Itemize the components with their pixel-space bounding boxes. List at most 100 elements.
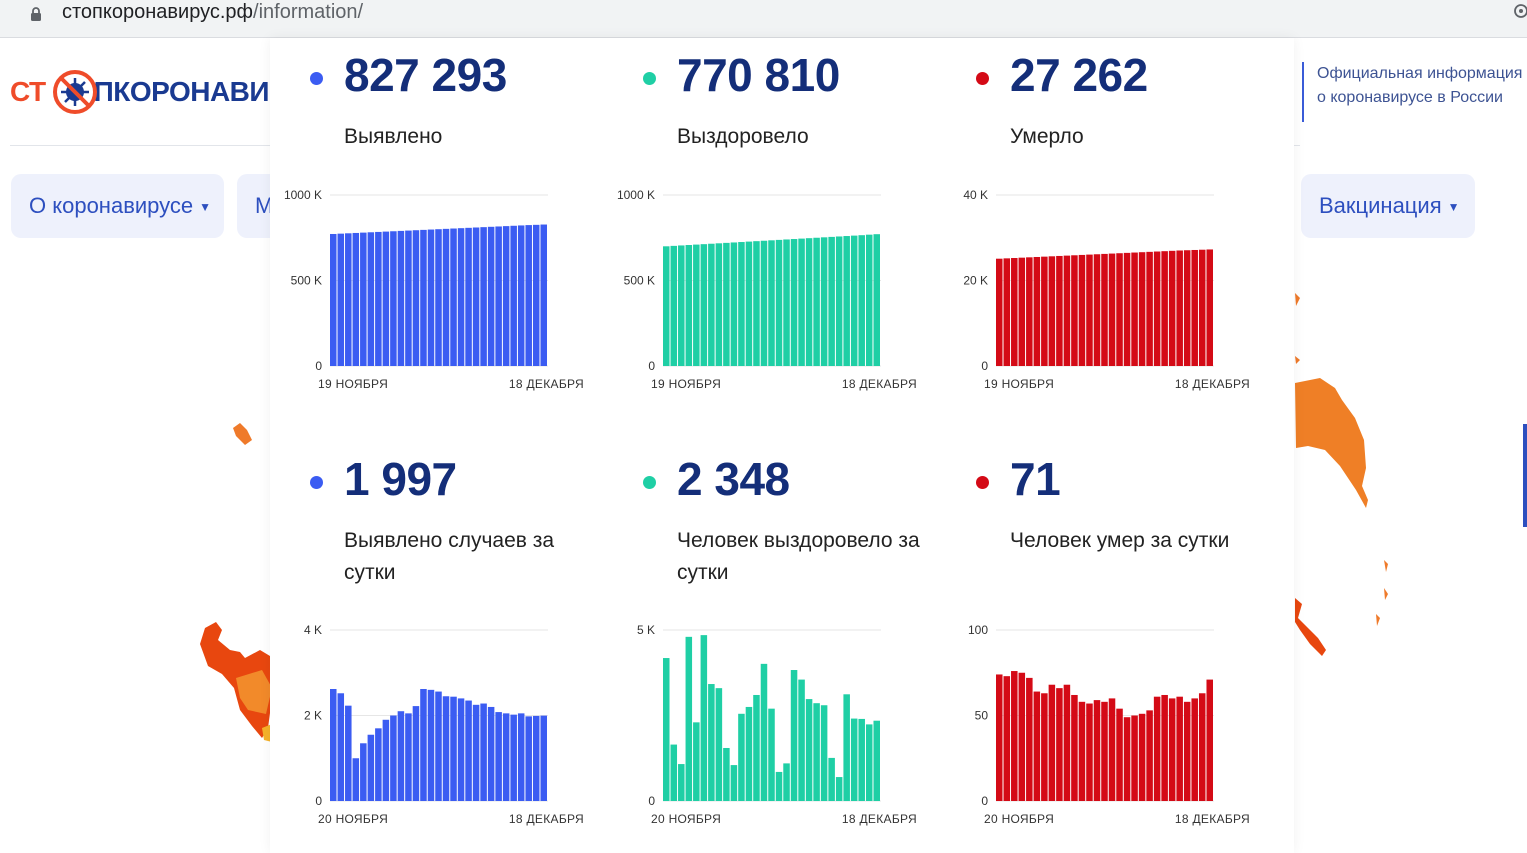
nav-label: М (255, 193, 274, 218)
chart-bar (1176, 696, 1183, 801)
y-tick-label: 500 K (624, 274, 655, 288)
chart-deaths-daily: 0 50 100 20 НОЯБРЯ 18 ДЕКАБРЯ (936, 618, 1266, 848)
color-dot (643, 476, 656, 489)
chart-bar (517, 713, 525, 801)
chart-bar (1086, 254, 1093, 366)
chart-bar (1198, 693, 1206, 801)
chart-bar (1056, 688, 1063, 801)
chart-bar (760, 240, 768, 366)
stat-value: 2 348 (677, 453, 790, 505)
chart-bar (1161, 694, 1168, 801)
chart-bar (1153, 696, 1161, 801)
chart-bar (412, 706, 420, 801)
stat-value: 827 293 (344, 49, 507, 101)
chart-bar (1123, 717, 1131, 801)
chart-bar (457, 228, 465, 366)
chart-bar (502, 713, 510, 801)
chart-bar (745, 706, 753, 801)
chart-bar (412, 230, 420, 366)
chart-bar (670, 744, 678, 801)
chart-bar (1026, 677, 1033, 801)
chart-bar (1078, 254, 1086, 366)
nav-label: О коронавирусе (29, 193, 194, 218)
chart-bar (753, 241, 760, 366)
chart-bar (457, 698, 465, 801)
y-tick-label: 500 K (291, 274, 322, 288)
chart-bar (768, 240, 775, 366)
chart-svg: 0 50 100 20 НОЯБРЯ 18 ДЕКАБРЯ (968, 623, 1250, 826)
side-scroll-tab[interactable] (1523, 424, 1527, 527)
chart-bar (1116, 253, 1123, 366)
chart-bar (330, 688, 337, 801)
chart-bar (532, 224, 540, 366)
stat-card-detected-daily: 1 997 Выявлено случаев за сутки 0 2 K 4 K 2… (270, 442, 590, 842)
url-host: стопкоронавирус.рф (62, 1, 254, 23)
chart-bar (487, 706, 495, 801)
chart-bar (1063, 255, 1071, 366)
x-tick-label-end: 18 ДЕКАБРЯ (1175, 812, 1250, 826)
chart-bar (472, 704, 480, 801)
chart-bar (1041, 693, 1048, 801)
chart-bar (685, 245, 693, 366)
logo-right-text: ПКОРОНАВИ (93, 76, 270, 107)
chart-bar (435, 229, 442, 366)
official-line-2: о коронавирусе в России (1317, 89, 1503, 106)
chart-bar (820, 705, 828, 801)
chart-bar (708, 684, 715, 801)
logo-left-text: СТ (10, 76, 46, 107)
stat-value: 27 262 (1010, 49, 1148, 101)
chart-bar (996, 674, 1003, 801)
chart-bar (730, 242, 738, 366)
chart-bar (1206, 679, 1213, 801)
chart-bar (760, 663, 768, 801)
statistics-panel: 827 293 Выявлено 0 500 K 1000 K 19 НОЯБРЯ 18… (270, 38, 1294, 853)
stat-label: Человек выздоровело за сутки (677, 529, 920, 584)
chart-bar (397, 230, 405, 366)
chart-bar (420, 229, 427, 366)
address-bar[interactable]: стопкоронавирус.рф/information/ (0, 0, 1527, 38)
chart-bar (678, 245, 685, 366)
chart-bar (525, 225, 532, 366)
chart-bar (1108, 253, 1116, 366)
chart-bar (850, 235, 858, 366)
chart-bar (678, 764, 685, 801)
chart-bar (670, 245, 678, 366)
nav-about-coronavirus[interactable]: О коронавирусе ▼ (11, 174, 224, 238)
chart-bar (442, 696, 450, 801)
chart-bar (405, 713, 412, 801)
chart-bar (790, 670, 798, 801)
chart-bar (1131, 715, 1138, 801)
chart-bar (700, 635, 708, 801)
site-settings-icon[interactable] (1512, 2, 1527, 20)
chart-bar (1033, 256, 1041, 366)
stat-label: Выявлено случаев за сутки (344, 529, 555, 584)
chart-bar (480, 703, 487, 801)
chart-bar (835, 777, 843, 801)
chart-bar (775, 239, 783, 366)
stat-value: 71 (1010, 453, 1061, 505)
chart-bar (1153, 251, 1161, 366)
lock-icon (31, 7, 41, 21)
chart-bar (1101, 701, 1108, 801)
chart-bar (858, 235, 865, 366)
chart-bar (828, 236, 835, 366)
chart-bar (1071, 694, 1078, 801)
y-tick-label: 50 (975, 709, 989, 723)
chart-bar (865, 234, 873, 366)
chart-recovered-total: 0 500 K 1000 K 19 НОЯБРЯ 18 ДЕКАБРЯ (603, 183, 933, 413)
x-tick-label-end: 18 ДЕКАБРЯ (509, 812, 584, 826)
chart-svg: 0 2 K 4 K 20 НОЯБРЯ 18 ДЕКАБРЯ (304, 623, 584, 826)
chart-bar (337, 233, 345, 366)
chart-bar (798, 679, 805, 801)
chart-bar (813, 237, 820, 366)
y-tick-label: 2 K (304, 709, 322, 723)
url-text[interactable]: стопкоронавирус.рф/information/ (62, 0, 363, 25)
x-tick-label-start: 20 НОЯБРЯ (318, 812, 388, 826)
chart-bar (345, 233, 352, 366)
chart-bar (375, 728, 382, 801)
chart-bar (768, 708, 775, 801)
nav-vaccination[interactable]: Вакцинация ▼ (1301, 174, 1475, 238)
chart-bar (345, 705, 352, 801)
chart-bar (693, 244, 700, 366)
stat-card-recovered-total: 770 810 Выздоровело 0 500 K 1000 K 19 НОЯБР… (603, 38, 923, 438)
